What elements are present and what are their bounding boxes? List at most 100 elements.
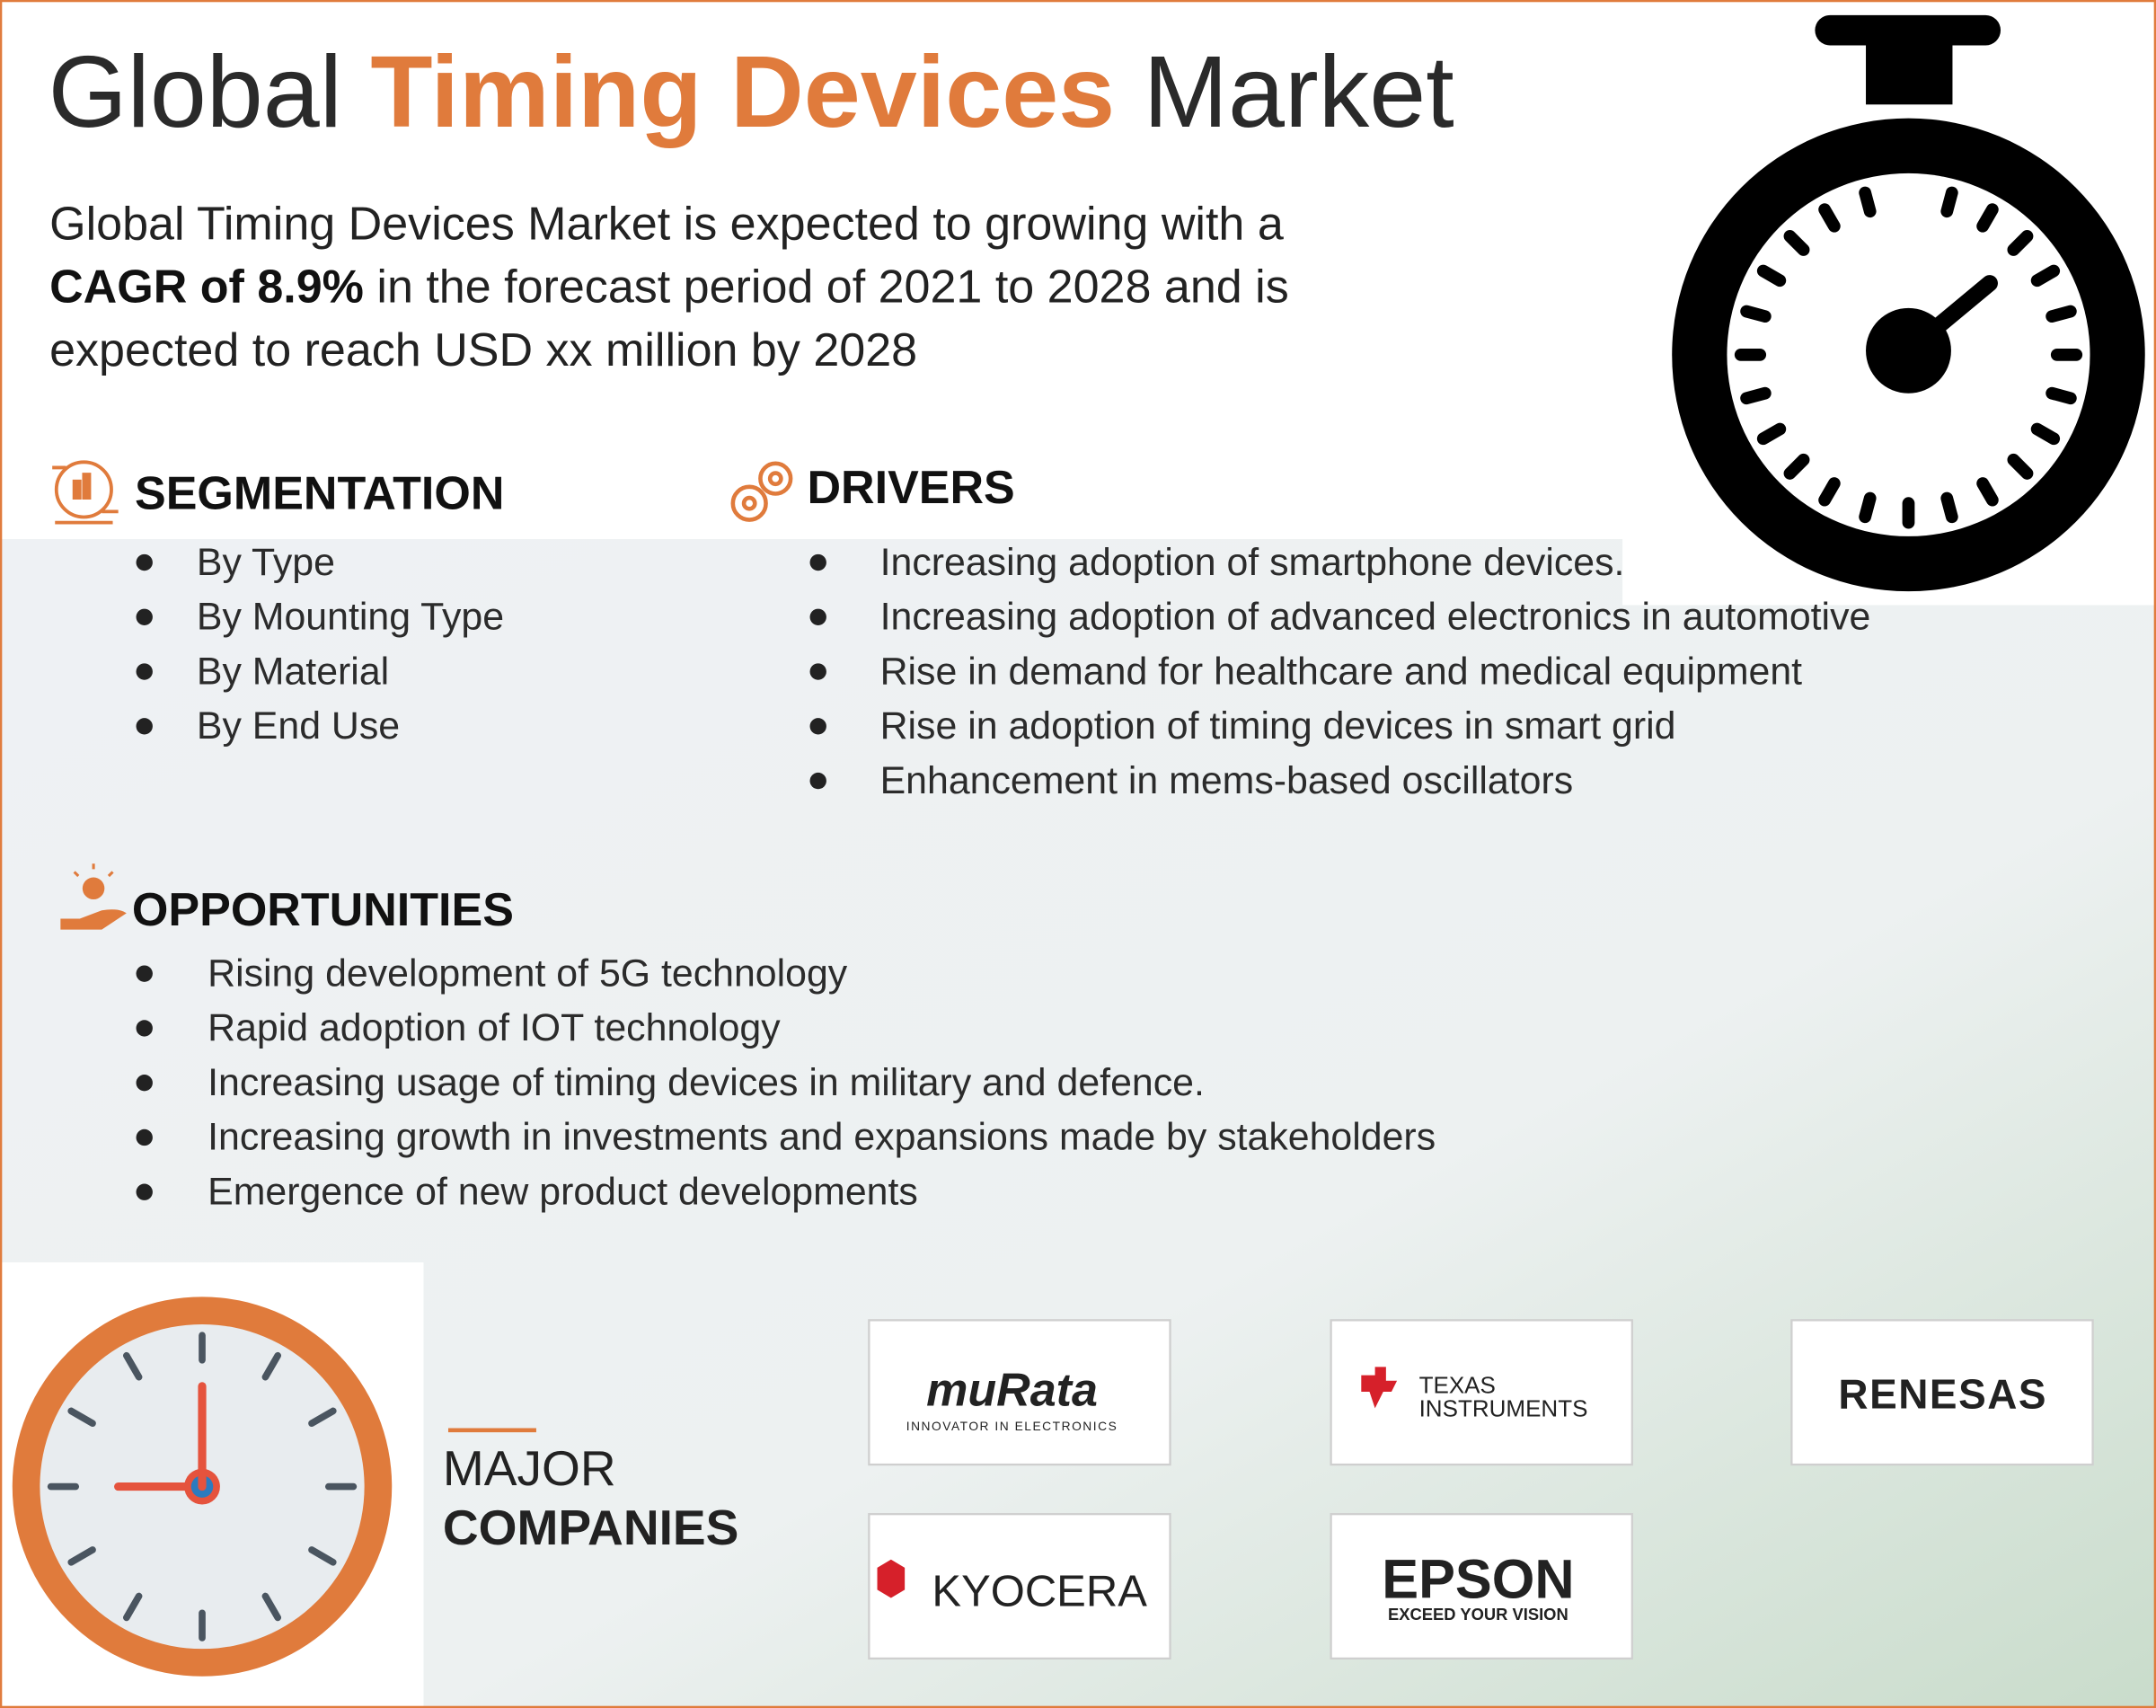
list-item: By Material	[197, 650, 389, 693]
clock-tick	[67, 1407, 96, 1427]
stopwatch-tick	[2046, 386, 2077, 405]
stopwatch-tick	[1818, 203, 1841, 233]
logo-card	[868, 1319, 1171, 1466]
clock-tick	[308, 1407, 337, 1427]
stopwatch-tick	[1756, 422, 1787, 446]
gear	[730, 484, 768, 522]
stopwatch-tick	[2030, 422, 2061, 446]
icon-rays	[73, 863, 114, 878]
clock-tick	[123, 1351, 143, 1381]
stopwatch-tick	[2007, 453, 2034, 480]
logo-card	[1330, 1513, 1633, 1660]
bullet	[136, 1075, 153, 1092]
intro-rest: in the forecast period of 2021 to 2028 a…	[376, 261, 1288, 314]
list-item: Increasing growth in investments and exp…	[208, 1116, 1436, 1159]
stopwatch-tick	[2046, 305, 2077, 323]
list-item: Rapid adoption of IOT technology	[208, 1006, 781, 1049]
list-item: Increasing usage of timing devices in mi…	[208, 1061, 1205, 1104]
clock-tick	[261, 1592, 282, 1622]
stopwatch-stem	[1866, 40, 1953, 105]
list-item: By End Use	[197, 704, 400, 748]
stopwatch-tick	[1859, 186, 1877, 218]
bullet	[809, 663, 826, 680]
stopwatch-hub	[1866, 307, 1951, 394]
list-item: By Type	[197, 541, 335, 584]
stopwatch-tick	[2030, 264, 2061, 288]
stopwatch-tick	[2007, 229, 2034, 256]
stopwatch-tick	[1783, 229, 1810, 256]
intro-line: Global Timing Devices Market is expected…	[49, 198, 1284, 250]
segmentation-icon	[52, 460, 119, 525]
logo-murata: muRata	[926, 1364, 1098, 1416]
icon-lines	[52, 465, 119, 525]
clock-tick	[308, 1546, 337, 1566]
kyocera-mark	[877, 1559, 906, 1598]
bullet	[136, 553, 153, 571]
stopwatch-tick	[1818, 477, 1841, 507]
stopwatch-tick	[1783, 453, 1810, 480]
logo-ti: TEXAS	[1419, 1371, 1496, 1398]
section-heading: SEGMENTATION	[135, 467, 504, 519]
bullet	[809, 772, 826, 790]
intro-line: CAGR of 8.9% in the forecast period of 2…	[49, 261, 1289, 314]
stopwatch-tick	[1859, 491, 1877, 524]
stopwatch-crown	[1815, 14, 2001, 46]
list-item: Increasing adoption of smartphone device…	[880, 541, 1625, 584]
icon-bar	[82, 473, 92, 500]
stopwatch-tick	[1940, 491, 1958, 524]
icon-bar	[72, 479, 82, 500]
section-heading: OPPORTUNITIES	[132, 884, 514, 936]
logo-tagline: INNOVATOR IN ELECTRONICS	[906, 1420, 1118, 1433]
list-item: Rise in adoption of timing devices in sm…	[880, 704, 1676, 748]
companies-heading: MAJOR	[443, 1440, 616, 1496]
clock-tick	[67, 1546, 96, 1566]
title-end: Market	[1144, 35, 1454, 149]
bullet	[136, 1183, 153, 1200]
bullet	[136, 1128, 153, 1146]
list-item: Rising development of 5G technology	[208, 951, 848, 995]
logo-card	[868, 1513, 1171, 1660]
logo-renesas: RENESAS	[1838, 1370, 2047, 1417]
list-item: Increasing adoption of advanced electron…	[880, 596, 1871, 639]
stopwatch-tick	[1940, 186, 1958, 218]
logo-ti: INSTRUMENTS	[1419, 1395, 1588, 1422]
title-start: Global	[49, 35, 342, 149]
bullet	[136, 965, 153, 982]
gear-hub	[767, 471, 783, 487]
bullet	[809, 718, 826, 735]
title-highlight: Timing Devices	[370, 35, 1115, 149]
list-item: Rise in demand for healthcare and medica…	[880, 650, 1803, 693]
bullet	[809, 608, 826, 625]
logo-card	[1790, 1319, 2094, 1466]
drivers-icon	[730, 461, 793, 522]
clock-icon	[12, 1296, 393, 1677]
stopwatch-tick	[1976, 477, 1999, 507]
icon-hand	[60, 909, 127, 930]
intro-line: expected to reach USD xx million by 2028	[49, 324, 917, 376]
logo-epson: EPSON	[1382, 1549, 1574, 1610]
bullet	[809, 553, 826, 571]
clock-tick	[261, 1351, 282, 1381]
stopwatch-icon	[1672, 14, 2145, 592]
stopwatch-tick	[1756, 264, 1787, 288]
bullet	[136, 718, 153, 735]
gear	[758, 461, 793, 496]
logo-kyocera: KYOCERA	[932, 1568, 1147, 1616]
title: Global Timing Devices Market	[49, 35, 1454, 149]
ti-mark	[1361, 1367, 1398, 1409]
logo-tagline: EXCEED YOUR VISION	[1388, 1605, 1568, 1624]
list-item: Emergence of new product developments	[208, 1170, 918, 1213]
gear-hub	[741, 495, 757, 511]
stopwatch-tick	[1976, 203, 1999, 233]
bullet	[136, 1020, 153, 1037]
section-heading: DRIVERS	[807, 462, 1014, 514]
opportunities-icon	[60, 863, 127, 930]
stopwatch-tick	[1740, 386, 1772, 405]
list-item: By Mounting Type	[197, 596, 504, 639]
clock-tick	[123, 1592, 143, 1622]
lists: By Type By Mounting Type By Material By End…	[136, 541, 1871, 1213]
bullet	[136, 608, 153, 625]
